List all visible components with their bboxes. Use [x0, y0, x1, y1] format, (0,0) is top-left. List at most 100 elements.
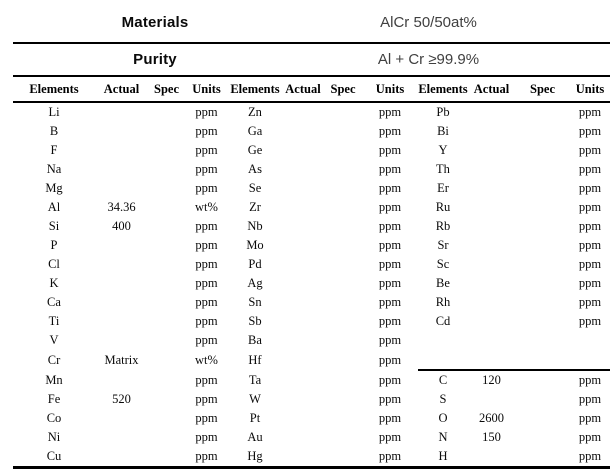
element-cell: Ti [48, 314, 60, 328]
spec-cell [515, 350, 570, 370]
table-row: Mg ppm Se ppm Er ppm [13, 179, 610, 198]
units-cell: ppm [578, 200, 602, 214]
element-cell: Pb [436, 105, 450, 119]
units-cell: ppm [378, 372, 402, 387]
units-cell: ppm [195, 372, 218, 387]
element-cell: C [418, 369, 468, 390]
spec-cell [324, 217, 362, 236]
table-row: Al 34.36 wt% Zr ppm Ru ppm [13, 198, 610, 217]
column-header-actual-2: Actual [282, 77, 324, 103]
spec-cell [148, 409, 185, 428]
units-cell: ppm [378, 295, 402, 309]
element-cell: Sb [248, 314, 262, 328]
element-cell: Ni [47, 430, 61, 444]
materials-row: Materials AlCr 50/50at% [13, 0, 610, 44]
units-cell: ppm [195, 276, 218, 290]
actual-cell [282, 312, 324, 331]
actual-cell [282, 236, 324, 255]
spec-cell [515, 141, 570, 160]
element-cell: Al [47, 200, 61, 214]
units-cell: ppm [195, 143, 218, 157]
element-cell: F [50, 143, 58, 157]
element-cell: Se [248, 181, 262, 195]
element-cell: Au [247, 430, 263, 444]
element-cell: Zn [248, 105, 262, 119]
spec-cell [148, 217, 185, 236]
spec-cell [148, 236, 185, 255]
spec-cell [148, 312, 185, 331]
units-cell: ppm [378, 449, 402, 463]
spec-cell [148, 102, 185, 122]
spec-cell [148, 447, 185, 468]
column-header-spec-3: Spec [515, 77, 570, 103]
units-cell: ppm [378, 143, 402, 157]
element-cell: Ag [247, 276, 263, 290]
units-cell: ppm [378, 333, 402, 347]
units-cell: wt% [195, 200, 218, 214]
units-cell: ppm [378, 392, 402, 406]
units-cell: ppm [195, 333, 218, 347]
column-header-units-1: Units [185, 77, 228, 103]
actual-cell [95, 428, 148, 447]
units-cell: ppm [578, 449, 602, 463]
element-cell: Rb [435, 219, 451, 233]
element-cell: O [438, 411, 448, 425]
element-cell: Th [436, 162, 450, 176]
element-cell: Sr [437, 238, 449, 252]
element-cell: Cd [435, 314, 451, 328]
analysis-sheet: Materials AlCr 50/50at% Purity Al + Cr ≥… [13, 0, 610, 469]
actual-cell [282, 331, 324, 350]
actual-cell [468, 160, 515, 179]
spec-cell [324, 198, 362, 217]
spec-cell [515, 428, 570, 447]
units-cell: ppm [578, 162, 602, 176]
column-header-spec-2: Spec [324, 77, 362, 103]
element-cell [418, 331, 468, 350]
actual-cell [95, 447, 148, 468]
element-cell: Sc [436, 257, 450, 271]
actual-cell [282, 350, 324, 370]
spec-cell [324, 390, 362, 409]
element-cell: Be [436, 276, 450, 290]
spec-cell [324, 447, 362, 468]
units-cell: ppm [195, 411, 218, 425]
units-cell: ppm [195, 392, 218, 406]
table-row: Li ppm Zn ppm Pb ppm [13, 102, 610, 122]
spec-cell [515, 331, 570, 350]
element-cell: Li [48, 105, 60, 119]
element-cell: Ba [248, 333, 262, 347]
spec-cell [148, 274, 185, 293]
actual-cell [282, 255, 324, 274]
spec-cell [324, 255, 362, 274]
actual-cell: 2600 [479, 411, 504, 425]
table-row: Ni ppm Au ppm N 150 ppm [13, 428, 610, 447]
actual-cell [282, 217, 324, 236]
units-cell: ppm [378, 314, 402, 328]
materials-label: Materials [121, 13, 189, 31]
elements-table: Elements Actual Spec Units Elements Actu… [13, 77, 610, 469]
spec-cell [324, 122, 362, 141]
column-header-units-3: Units [570, 77, 610, 103]
actual-cell [95, 370, 148, 390]
element-cell: P [50, 238, 58, 252]
element-cell: H [438, 449, 448, 463]
spec-cell [324, 160, 362, 179]
spec-cell [148, 350, 185, 370]
units-cell [570, 350, 610, 370]
actual-cell [95, 331, 148, 350]
spec-cell [515, 122, 570, 141]
element-cell: Pt [249, 411, 261, 425]
spec-cell [515, 236, 570, 255]
units-cell: ppm [378, 124, 402, 138]
actual-cell [468, 312, 515, 331]
element-cell: Pd [248, 257, 262, 271]
units-cell: ppm [578, 124, 602, 138]
spec-cell [148, 141, 185, 160]
actual-cell [95, 179, 148, 198]
units-cell: ppm [195, 314, 218, 328]
spec-cell [515, 369, 570, 390]
